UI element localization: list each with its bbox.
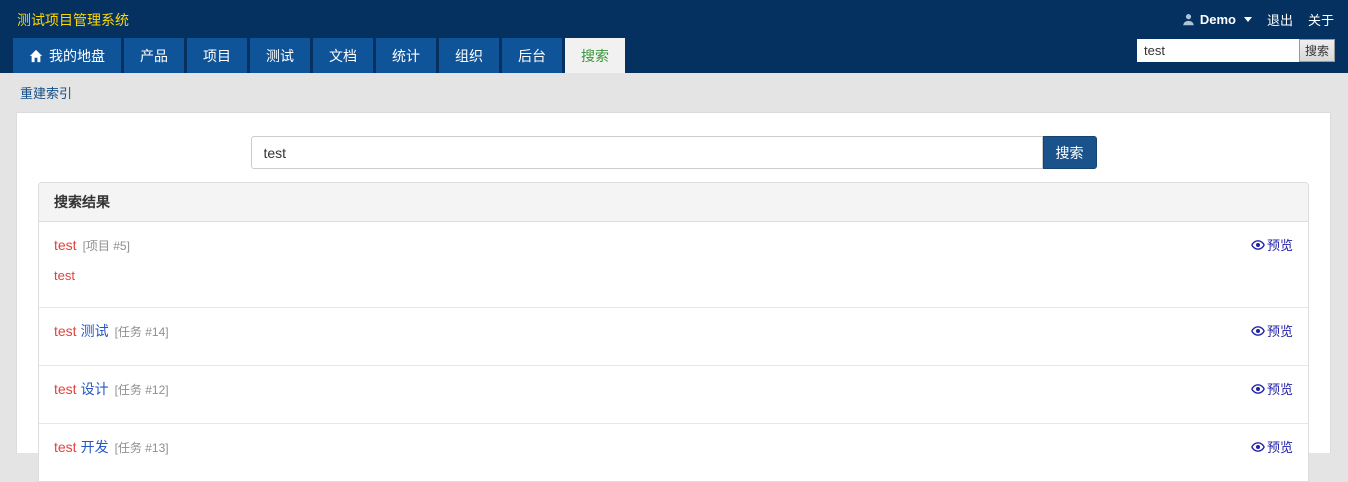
result-id-tag: [项目 #5]: [83, 239, 130, 253]
topbar-search-input[interactable]: [1137, 39, 1299, 62]
user-icon: [1182, 13, 1195, 26]
nav-tab-label: 测试: [266, 46, 294, 66]
about-link[interactable]: 关于: [1308, 10, 1334, 29]
breadcrumb-strip: 重建索引: [0, 73, 1348, 112]
result-summary: test: [54, 267, 1218, 284]
nav-tab-5[interactable]: 文档: [313, 38, 373, 73]
results-header: 搜索结果: [39, 183, 1308, 222]
preview-link[interactable]: 预览: [1251, 321, 1293, 340]
app-title: 测试项目管理系统: [17, 10, 129, 30]
result-title-link[interactable]: 测试: [81, 323, 109, 339]
user-name: Demo: [1200, 12, 1236, 27]
nav-tab-label: 项目: [203, 46, 231, 66]
preview-link[interactable]: 预览: [1251, 379, 1293, 398]
rebuild-index-link[interactable]: 重建索引: [20, 83, 72, 102]
result-row: test [项目 #5] test 预览: [39, 222, 1308, 308]
nav-tab-label: 组织: [455, 46, 483, 66]
main-nav: 我的地盘 产品 项目 测试 文档 统计 组织 后台 搜索: [13, 38, 625, 73]
main-search: 搜索: [17, 136, 1330, 169]
result-highlight[interactable]: test: [54, 237, 77, 253]
logout-link[interactable]: 退出: [1267, 10, 1293, 29]
home-icon: [29, 49, 43, 63]
result-title: test [项目 #5]: [54, 235, 1218, 256]
nav-tab-2[interactable]: 产品: [124, 38, 184, 73]
main-search-button[interactable]: 搜索: [1043, 136, 1097, 169]
preview-label: 预览: [1267, 321, 1293, 340]
result-id-tag: [任务 #12]: [115, 383, 169, 397]
nav-tab-7[interactable]: 组织: [439, 38, 499, 73]
result-highlight[interactable]: test: [54, 323, 77, 339]
preview-label: 预览: [1267, 379, 1293, 398]
preview-label: 预览: [1267, 437, 1293, 456]
caret-down-icon: [1244, 17, 1252, 22]
eye-icon: [1251, 324, 1265, 338]
top-bar: 测试项目管理系统 Demo 退出 关于 我的地盘 产品 项目 测试 文档 统计 组织 后台 搜索…: [0, 0, 1348, 73]
user-menu[interactable]: Demo: [1182, 12, 1252, 27]
eye-icon: [1251, 440, 1265, 454]
nav-tab-label: 后台: [518, 46, 546, 66]
preview-label: 预览: [1267, 235, 1293, 254]
preview-link[interactable]: 预览: [1251, 437, 1293, 456]
eye-icon: [1251, 382, 1265, 396]
nav-tab-9[interactable]: 搜索: [565, 38, 625, 73]
nav-tab-3[interactable]: 项目: [187, 38, 247, 73]
nav-tab-4[interactable]: 测试: [250, 38, 310, 73]
result-title-link[interactable]: 设计: [81, 381, 109, 397]
main-search-input[interactable]: [251, 136, 1043, 169]
nav-tab-label: 文档: [329, 46, 357, 66]
result-id-tag: [任务 #14]: [115, 325, 169, 339]
nav-tab-label: 我的地盘: [49, 46, 105, 66]
topbar-search-button[interactable]: 搜索: [1299, 39, 1335, 62]
nav-tab-1[interactable]: 我的地盘: [13, 38, 121, 73]
topbar-search: 搜索: [1137, 39, 1335, 62]
nav-tab-6[interactable]: 统计: [376, 38, 436, 73]
nav-tab-label: 产品: [140, 46, 168, 66]
nav-tab-label: 搜索: [581, 46, 609, 66]
eye-icon: [1251, 238, 1265, 252]
user-area: Demo 退出 关于: [1182, 10, 1334, 29]
preview-link[interactable]: 预览: [1251, 235, 1293, 254]
nav-tab-label: 统计: [392, 46, 420, 66]
nav-tab-8[interactable]: 后台: [502, 38, 562, 73]
result-highlight[interactable]: test: [54, 381, 77, 397]
